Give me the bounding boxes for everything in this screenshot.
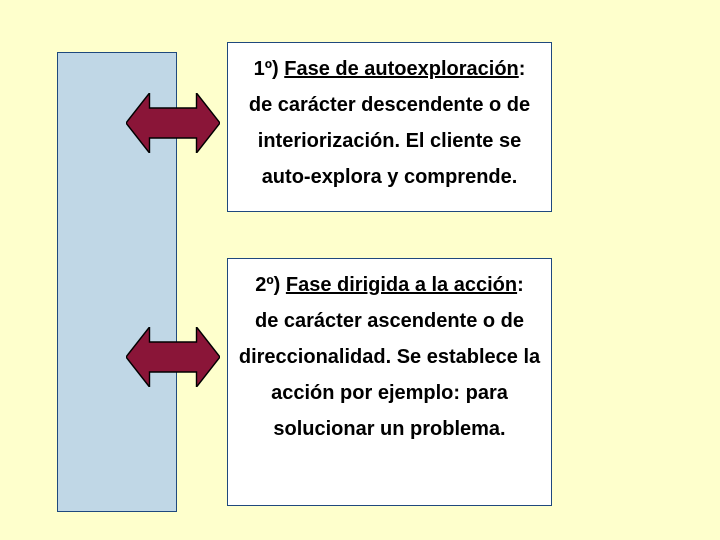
phase-2-title: 2º) Fase dirigida a la acción: [234,267,545,303]
phase-2-prefix: 2º) [255,274,286,296]
phase-1-suffix: : [519,58,526,80]
phase-box-1: 1º) Fase de autoexploración: de carácter… [227,42,552,212]
double-arrow-2 [126,327,220,387]
double-arrow-1 [126,93,220,153]
phase-1-body: de carácter descendente o de interioriza… [234,87,545,195]
phase-2-suffix: : [517,274,524,296]
phase-1-main: Fase de autoexploración [284,58,519,80]
phase-box-2: 2º) Fase dirigida a la acción: de caráct… [227,258,552,506]
phase-1-prefix: 1º) [254,58,285,80]
phase-2-main: Fase dirigida a la acción [286,274,517,296]
phase-1-title: 1º) Fase de autoexploración: [234,51,545,87]
phase-2-body: de carácter ascendente o de direccionali… [234,303,545,447]
